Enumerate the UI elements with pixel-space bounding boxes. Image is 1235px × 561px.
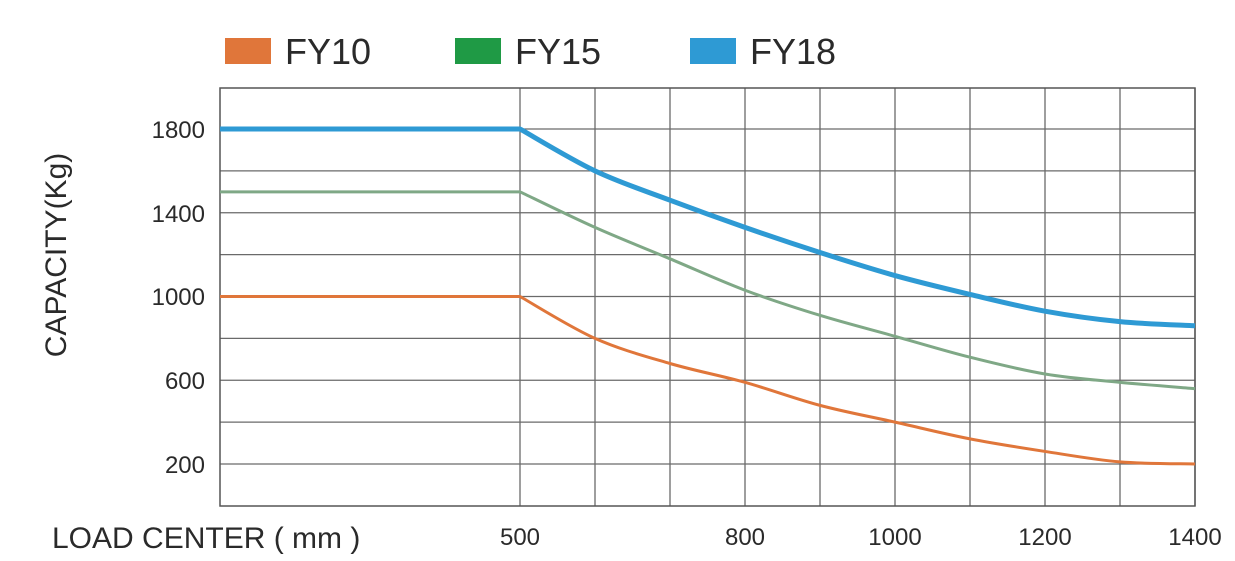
y-tick-label: 600: [165, 368, 205, 395]
y-tick-label: 200: [165, 452, 205, 479]
x-tick-label: 500: [500, 524, 540, 551]
y-axis-title: CAPACITY(Kg): [40, 153, 73, 357]
x-tick-label: 1200: [1018, 524, 1071, 551]
x-tick-labels: 500 800 1000 1200 1400: [500, 524, 1222, 551]
y-tick-label: 1800: [152, 117, 205, 144]
x-tick-label: 1400: [1168, 524, 1221, 551]
legend-label-fy10: FY10: [285, 31, 371, 72]
x-axis-title: LOAD CENTER ( mm ): [52, 522, 360, 555]
series-line-fy10: [220, 295, 1196, 466]
x-tick-label: 1000: [868, 524, 921, 551]
legend-label-fy18: FY18: [750, 31, 836, 72]
series-line-fy15: [220, 190, 1196, 391]
legend-swatch-fy10: [225, 38, 271, 64]
series-line-fy18: [220, 126, 1196, 329]
y-tick-label: 1400: [152, 201, 205, 228]
legend-swatch-fy18: [690, 38, 736, 64]
x-tick-label: 800: [725, 524, 765, 551]
legend-swatch-fy15: [455, 38, 501, 64]
y-tick-label: 1000: [152, 284, 205, 311]
y-tick-labels: 1800 1400 1000 600 200: [152, 117, 205, 479]
legend-label-fy15: FY15: [515, 31, 601, 72]
legend: FY10 FY15 FY18: [225, 31, 836, 72]
series-layer: [220, 126, 1196, 466]
grid: [220, 88, 1196, 506]
